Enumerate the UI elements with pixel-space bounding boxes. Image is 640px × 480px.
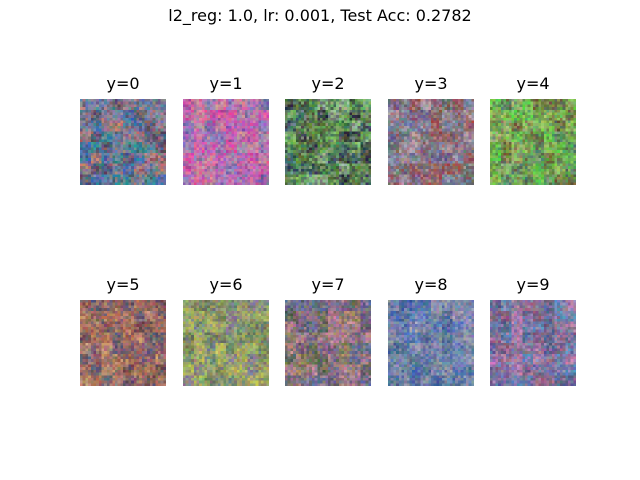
class-panel-2: y=2 — [285, 74, 371, 185]
weight-image — [183, 300, 269, 386]
panel-label: y=4 — [516, 74, 550, 93]
panel-label: y=9 — [516, 275, 550, 294]
class-panel-6: y=6 — [183, 275, 269, 386]
weight-image — [388, 99, 474, 185]
panel-label: y=5 — [106, 275, 140, 294]
class-panel-0: y=0 — [80, 74, 166, 185]
weight-image — [285, 99, 371, 185]
class-panel-1: y=1 — [183, 74, 269, 185]
weight-image — [183, 99, 269, 185]
class-panel-8: y=8 — [388, 275, 474, 386]
panel-label: y=2 — [311, 74, 345, 93]
weight-image — [490, 300, 576, 386]
weight-image — [285, 300, 371, 386]
class-panel-7: y=7 — [285, 275, 371, 386]
class-panel-4: y=4 — [490, 74, 576, 185]
panel-label: y=8 — [414, 275, 448, 294]
panel-label: y=7 — [311, 275, 345, 294]
panel-label: y=6 — [209, 275, 243, 294]
weight-image — [490, 99, 576, 185]
class-panel-9: y=9 — [490, 275, 576, 386]
weight-image — [80, 300, 166, 386]
class-panel-5: y=5 — [80, 275, 166, 386]
weight-image — [80, 99, 166, 185]
panel-label: y=1 — [209, 74, 243, 93]
weight-image — [388, 300, 474, 386]
class-panel-3: y=3 — [388, 74, 474, 185]
panel-label: y=3 — [414, 74, 448, 93]
panel-label: y=0 — [106, 74, 140, 93]
figure-title: l2_reg: 1.0, lr: 0.001, Test Acc: 0.2782 — [168, 6, 472, 25]
